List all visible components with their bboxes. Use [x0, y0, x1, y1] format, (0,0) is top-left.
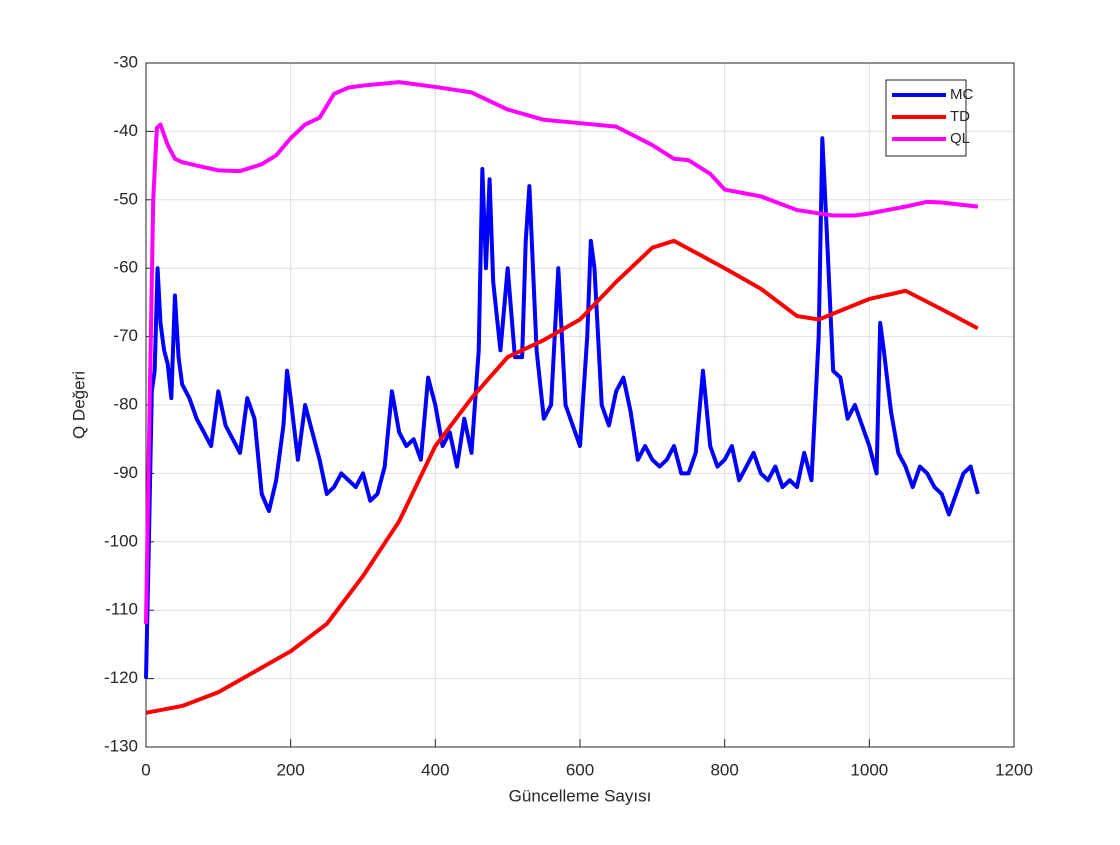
y-tick-label: -100	[104, 531, 138, 550]
plot-frame	[145, 62, 1015, 748]
x-tick-label: 600	[566, 760, 594, 779]
x-tick-label: 1000	[850, 760, 888, 779]
y-tick-label: -70	[113, 326, 138, 345]
y-tick-label: -80	[113, 394, 138, 413]
x-tick-label: 0	[141, 760, 150, 779]
y-tick-label: -130	[104, 736, 138, 755]
x-axis-label: Güncelleme Sayısı	[509, 786, 652, 805]
y-tick-label: -120	[104, 668, 138, 687]
legend-label: TD	[950, 108, 970, 125]
legend-label: MC	[950, 86, 973, 103]
y-tick-label: -30	[113, 52, 138, 71]
x-tick-label: 400	[421, 760, 449, 779]
y-tick-label: -40	[113, 121, 138, 140]
y-tick-label: -90	[113, 463, 138, 482]
legend-label: QL	[950, 130, 970, 147]
series-line	[145, 238, 979, 715]
y-axis-label: Q Değeri	[69, 371, 88, 439]
series-line	[144, 136, 980, 679]
x-tick-label: 1200	[995, 760, 1033, 779]
y-tick-label: -50	[113, 189, 138, 208]
x-tick-label: 200	[276, 760, 304, 779]
y-tick-label: -110	[105, 600, 138, 619]
y-tick-label: -60	[113, 258, 138, 277]
series-line	[144, 80, 979, 624]
x-tick-label: 800	[710, 760, 738, 779]
